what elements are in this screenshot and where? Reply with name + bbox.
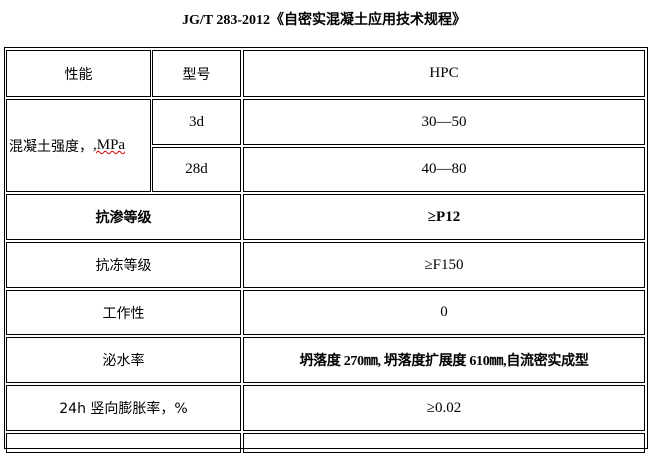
row-workability-label: 工作性	[6, 290, 241, 335]
strength-label-text: 混凝土强度，	[9, 138, 93, 155]
strength-value-28d: 40—80	[243, 147, 645, 192]
row-next-label	[6, 433, 241, 453]
strength-age-28d: 28d	[152, 147, 241, 192]
strength-label: 混凝土强度， ,MPa	[6, 99, 151, 192]
row-impermeability-value: ≥P12	[243, 194, 645, 240]
strength-age-3d: 3d	[152, 99, 241, 145]
strength-value-3d: 30—50	[243, 99, 645, 145]
row-workability-value: 0	[243, 290, 645, 335]
header-value: HPC	[243, 50, 645, 97]
row-bleeding-label: 泌水率	[6, 337, 241, 383]
document-title: JG/T 283-2012《自密实混凝土应用技术规程》	[181, 13, 467, 28]
row-impermeability-label: 抗渗等级	[6, 194, 241, 240]
row-next-value	[243, 433, 645, 453]
row-expansion-label: 24h 竖向膨胀率，%	[6, 385, 241, 431]
row-expansion-value: ≥0.02	[243, 385, 645, 431]
row-frost-label: 抗冻等级	[6, 242, 241, 288]
row-bleeding-value: 坍落度 270㎜, 坍落度扩展度 610㎜,自流密实成型	[243, 337, 645, 383]
strength-unit: ,MPa	[93, 137, 126, 153]
header-model: 型号	[152, 50, 241, 97]
row-frost-value: ≥F150	[243, 242, 645, 288]
header-property: 性能	[6, 50, 151, 97]
